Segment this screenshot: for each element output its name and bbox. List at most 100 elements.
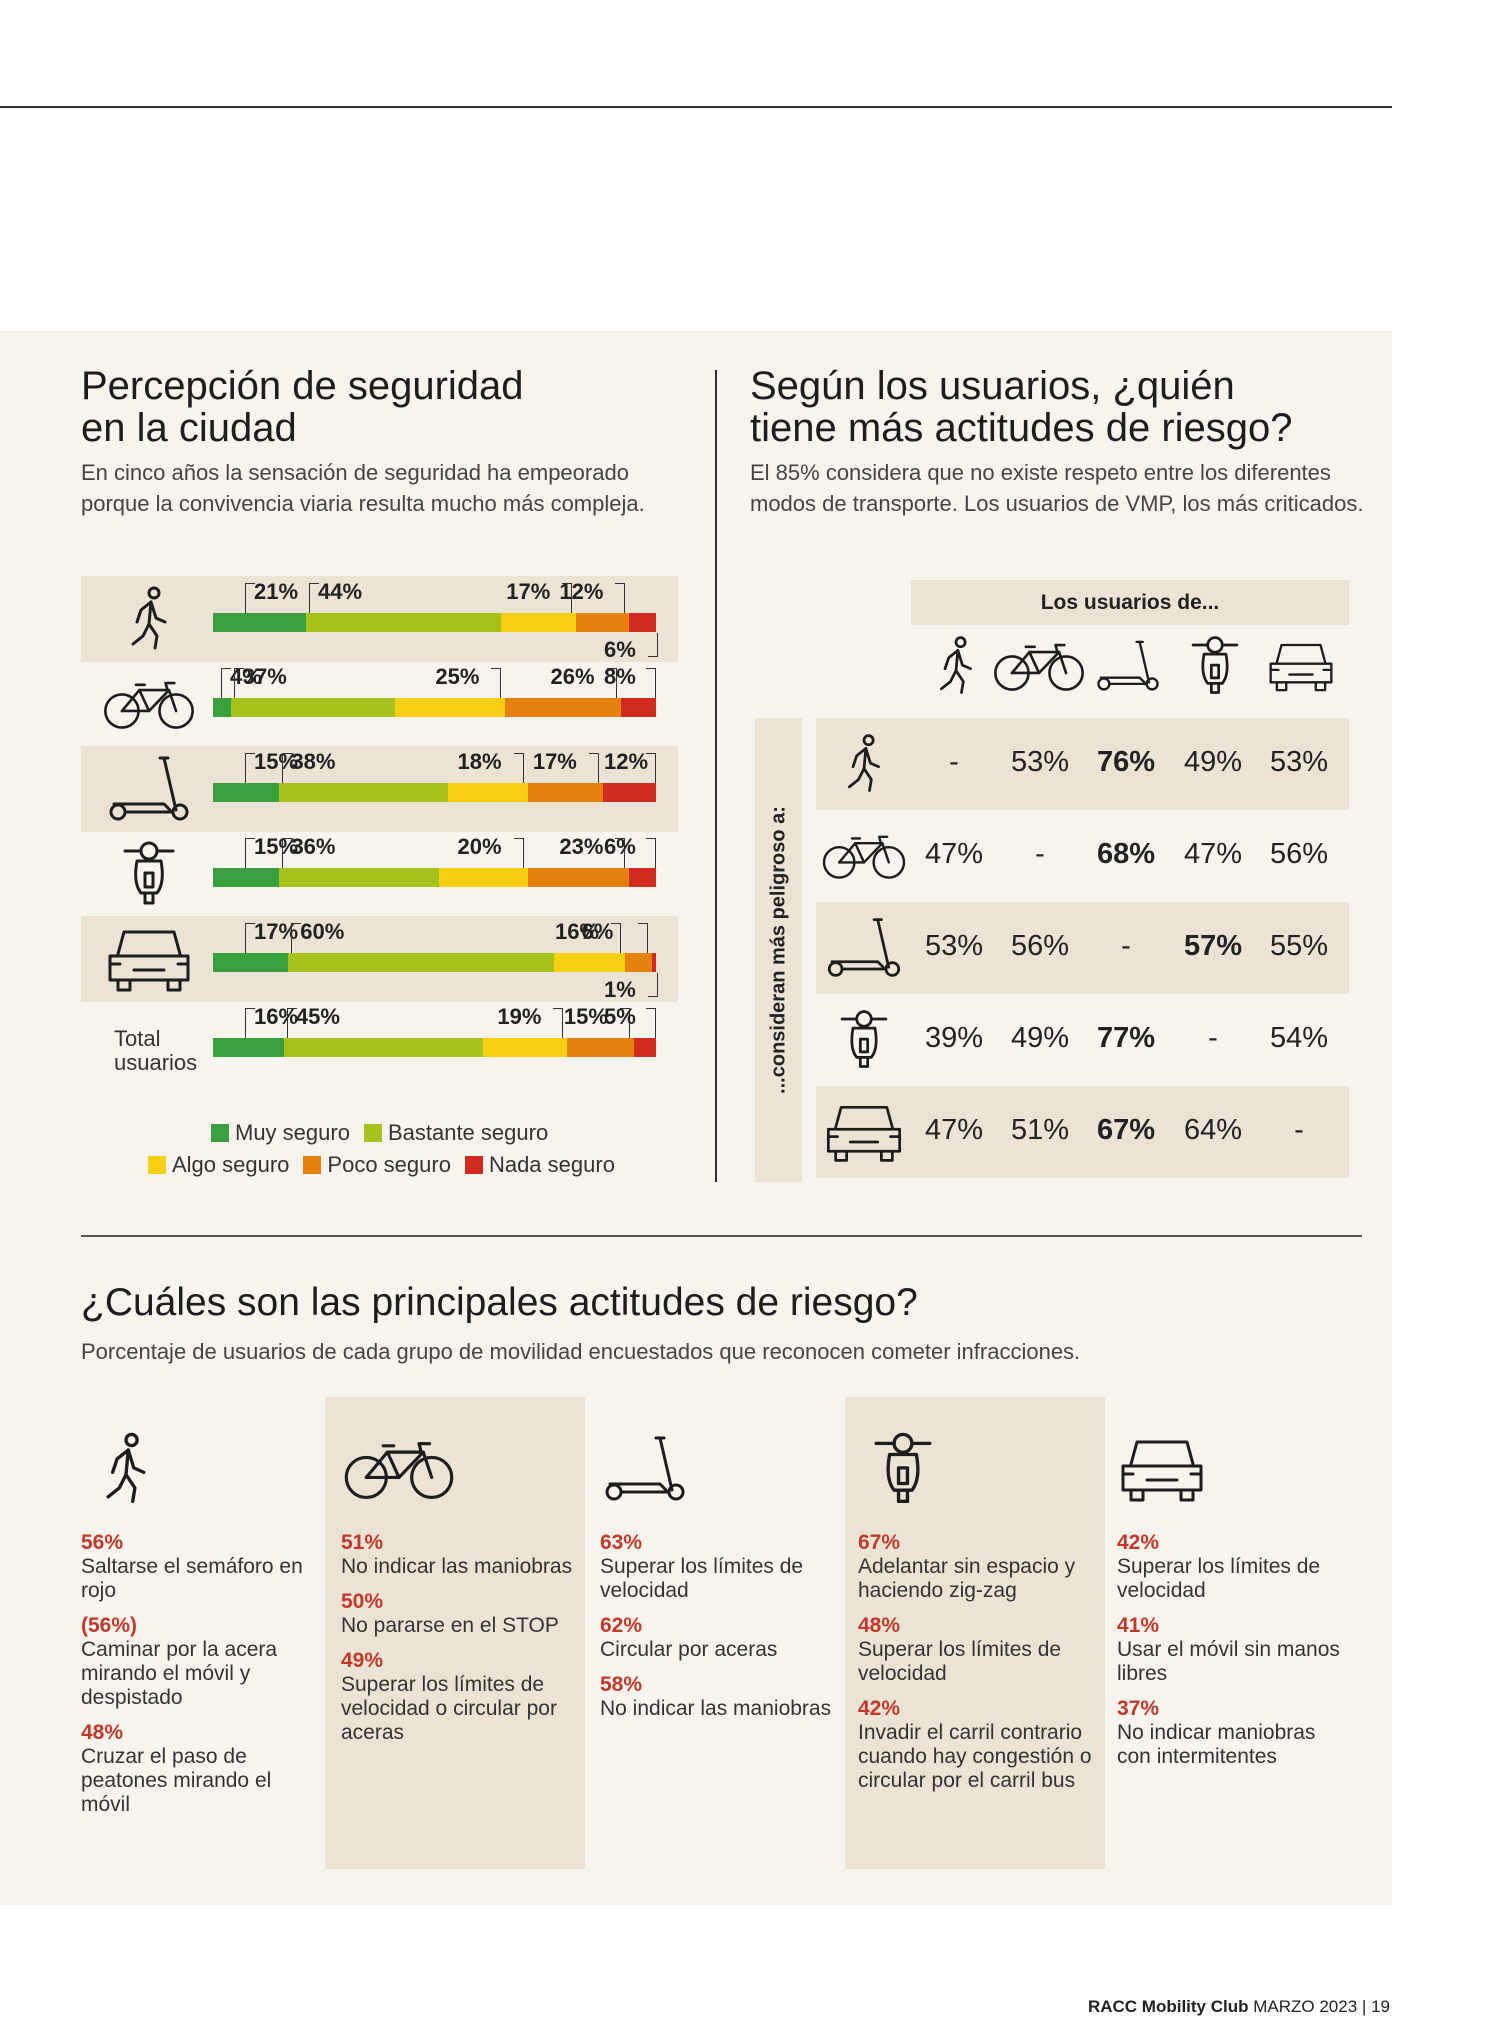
risk-description: Superar los límites de velocidad: [858, 1638, 1062, 1685]
risk-percentage: (56%): [81, 1614, 138, 1637]
risk-column-motorbike: 67% Adelantar sin espacio y haciendo zig-…: [858, 1430, 1093, 1803]
risk-description: Adelantar sin espacio y haciendo zig-zag: [858, 1555, 1076, 1602]
segment-label: 25%: [435, 664, 480, 689]
total-users-label: Total usuarios: [114, 1026, 198, 1075]
stacked-bar: [213, 953, 656, 972]
risk-description: No indicar las maniobras: [341, 1555, 573, 1578]
bar-segment-nada-seguro: [651, 953, 656, 972]
matrix-cell: 49%: [1010, 1022, 1070, 1054]
bar-segment-algo-seguro: [447, 783, 528, 802]
label-bracket: [233, 668, 244, 698]
segment-label: 26%: [550, 664, 595, 689]
segment-label: 36%: [291, 834, 336, 859]
matrix-cell: 54%: [1269, 1022, 1329, 1054]
risk-item: 42% Invadir el carril contrario cuando ha…: [858, 1696, 1093, 1793]
risk-description: Superar los límites de velocidad o circu…: [341, 1673, 557, 1744]
matrix-row: [816, 902, 1349, 994]
bottom-title: ¿Cuáles son las principales actitudes de…: [81, 1281, 918, 1324]
matrix-cell: 68%: [1096, 838, 1156, 870]
matrix-cell: 53%: [1010, 746, 1070, 778]
bar-segment-nada-seguro: [602, 783, 656, 802]
bar-segment-muy-seguro: [213, 613, 307, 632]
matrix-cell: 77%: [1096, 1022, 1156, 1054]
bar-segment-bastante-seguro: [279, 868, 439, 887]
risk-percentage: 42%: [1117, 1531, 1160, 1554]
bar-segment-poco-seguro: [576, 613, 630, 632]
label-bracket: [221, 668, 231, 698]
segment-label: 19%: [497, 1004, 542, 1029]
risk-item: 48% Superar los límites de velocidad: [858, 1613, 1093, 1686]
risk-item: 48% Cruzar el paso de peatones mirando el…: [81, 1720, 316, 1817]
risk-item: 37% No indicar maniobras con intermitente…: [1117, 1696, 1352, 1769]
risk-description: No indicar las maniobras: [600, 1697, 832, 1720]
label-bracket: [513, 753, 524, 783]
label-bracket: [245, 1008, 255, 1038]
bar-segment-muy-seguro: [213, 783, 280, 802]
row-pedestrian-icon: [820, 732, 908, 796]
bicycle-icon: [341, 1430, 457, 1508]
label-bracket: [637, 923, 648, 953]
segment-label: 6%: [604, 834, 636, 859]
bar-segment-bastante-seguro: [306, 613, 501, 632]
risk-item: 42% Superar los límites de velocidad: [1117, 1530, 1352, 1603]
label-bracket: [619, 1008, 630, 1038]
bar-segment-bastante-seguro: [279, 783, 448, 802]
risk-percentage: 50%: [341, 1590, 384, 1613]
motorbike-icon: [101, 839, 197, 909]
matrix-cell: -: [1035, 838, 1045, 870]
bar-segment-muy-seguro: [213, 698, 231, 717]
segment-label: 18%: [457, 749, 502, 774]
footer: RACC Mobility Club MARZO 2023 | 19: [1087, 1997, 1390, 2016]
risk-percentage: 58%: [600, 1673, 643, 1696]
risk-description: Circular por aceras: [600, 1638, 778, 1661]
risk-percentage: 67%: [858, 1531, 901, 1554]
bar-segment-poco-seguro: [527, 783, 603, 802]
bar-segment-nada-seguro: [629, 868, 656, 887]
risk-item: 51% No indicar las maniobras: [341, 1530, 576, 1579]
legend-algo-seguro: Algo seguro: [148, 1152, 289, 1178]
label-bracket: [282, 753, 293, 783]
risk-column-bicycle: 51% No indicar las maniobras 50% No pararse…: [341, 1430, 576, 1755]
row-bicycle-icon: [820, 824, 908, 888]
label-bracket: [245, 923, 255, 953]
segment-label: 45%: [295, 1004, 340, 1029]
column-divider: [715, 370, 717, 1182]
left-subtitle: En cinco años la sensación de seguridad …: [81, 460, 645, 516]
bar-segment-nada-seguro: [629, 613, 656, 632]
matrix-cell: 67%: [1096, 1114, 1156, 1146]
label-bracket: [588, 753, 599, 783]
matrix-row: [816, 1086, 1349, 1178]
motorbike-icon: [858, 1430, 948, 1508]
left-title: Percepción de seguridad en la ciudad: [81, 364, 524, 450]
matrix-cell: 47%: [1183, 838, 1243, 870]
matrix-cell: 56%: [1269, 838, 1329, 870]
risk-column-pedestrian: 56% Saltarse el semáforo en rojo (56%) Cami…: [81, 1430, 316, 1827]
risk-description: Usar el móvil sin manos libres: [1117, 1638, 1340, 1685]
risk-item: 63% Superar los límites de velocidad: [600, 1530, 835, 1603]
label-bracket: [646, 838, 656, 868]
risk-percentage: 48%: [81, 1721, 124, 1744]
risk-item: 67% Adelantar sin espacio y haciendo zig-…: [858, 1530, 1093, 1603]
matrix-cell: 53%: [1269, 746, 1329, 778]
matrix-cell: -: [1121, 930, 1131, 962]
column-bicycle-icon: [991, 634, 1087, 698]
legend-poco-seguro: Poco seguro: [303, 1152, 451, 1178]
label-bracket: [245, 583, 255, 613]
label-bracket: [646, 753, 656, 783]
segment-label: 21%: [254, 579, 299, 604]
top-rule: [0, 106, 1392, 108]
matrix-cell: 39%: [924, 1022, 984, 1054]
segment-label: 23%: [559, 834, 604, 859]
stacked-bar: [213, 698, 656, 717]
bar-segment-nada-seguro: [620, 698, 656, 717]
segment-label: 38%: [291, 749, 336, 774]
bar-segment-algo-seguro: [483, 1038, 568, 1057]
right-subtitle: El 85% considera que no existe respeto e…: [750, 460, 1364, 516]
bar-segment-poco-seguro: [624, 953, 652, 972]
column-car-icon: [1266, 634, 1336, 698]
matrix-header: Los usuarios de...: [911, 580, 1349, 625]
segment-label: 37%: [242, 664, 287, 689]
risk-description: Caminar por la acera mirando el móvil y …: [81, 1638, 278, 1709]
scooter-icon: [600, 1430, 690, 1508]
risk-description: Saltarse el semáforo en rojo: [81, 1555, 303, 1602]
